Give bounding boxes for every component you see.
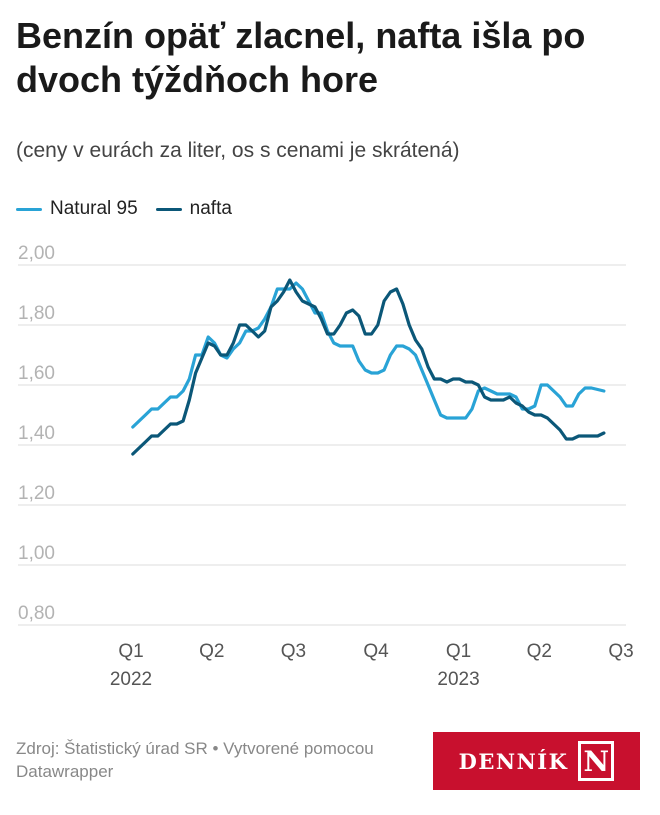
legend-swatch-nafta	[155, 207, 182, 211]
y-tick-label: 2,00	[18, 243, 55, 264]
legend-item-natural95: Natural 95	[16, 198, 138, 220]
line-chart: 2,00 1,80 1,60 1,40 1,20 1,00 0,80 Q1 2022 Q2 Q3 Q4…	[18, 243, 634, 690]
series-line-nafta	[131, 278, 606, 456]
logo-n-box: N	[578, 741, 615, 781]
x-tick-year-label: 2022	[110, 669, 152, 690]
x-tick-label: Q3	[608, 641, 633, 662]
chart-subtitle: (ceny v eurách za liter, os s cenami je …	[16, 139, 460, 162]
legend-item-nafta: nafta	[155, 198, 232, 220]
source-note: Zdroj: Štatistický úrad SR • Vytvorené p…	[16, 739, 374, 781]
x-tick-year-label: 2023	[437, 669, 479, 690]
chart-legend: Natural 95 nafta	[16, 198, 250, 220]
dennik-n-logo[interactable]: DENNÍK N	[433, 732, 640, 790]
y-tick-label: 1,00	[18, 543, 55, 564]
y-tick-label: 1,60	[18, 363, 55, 384]
y-tick-label: 1,80	[18, 303, 55, 324]
x-tick-label: Q1	[446, 641, 471, 662]
chart-title: Benzín opäť zlacnel, nafta išla po dvoch…	[16, 15, 586, 100]
x-tick-label: Q3	[281, 641, 306, 662]
x-tick-label: Q1	[118, 641, 143, 662]
logo-wordmark: DENNÍK	[458, 748, 569, 774]
legend-swatch-natural95	[16, 207, 42, 211]
x-tick-label: Q4	[363, 641, 389, 662]
y-tick-label: 1,20	[18, 483, 55, 504]
x-tick-label: Q2	[527, 641, 552, 662]
x-tick-label: Q2	[199, 641, 224, 662]
legend-label-nafta: nafta	[189, 198, 232, 219]
legend-label-natural95: Natural 95	[50, 198, 138, 219]
y-tick-label: 0,80	[18, 603, 55, 624]
y-tick-label: 1,40	[18, 423, 55, 444]
